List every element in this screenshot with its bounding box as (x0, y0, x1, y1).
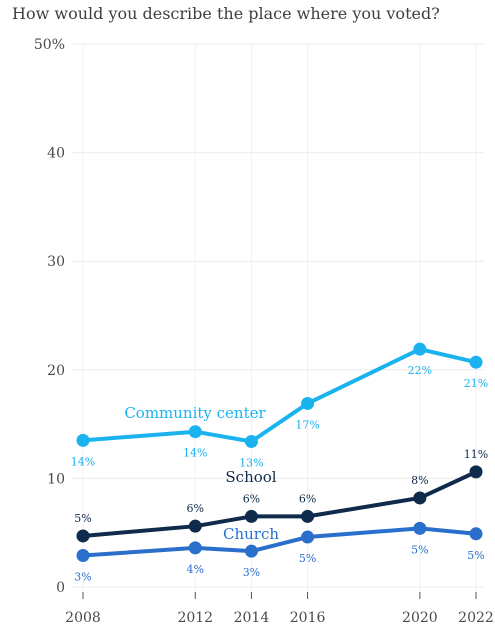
church-point (188, 541, 202, 555)
series-lines (82, 347, 477, 558)
church-data-label: 5% (467, 549, 484, 562)
school-data-label: 8% (411, 474, 428, 487)
church-line (82, 526, 477, 558)
y-axis: 0 10 20 30 40 50% (34, 37, 65, 596)
y-tick-label: 50% (34, 37, 65, 53)
community-center-series-label: Community center (124, 404, 266, 422)
community-center-point (244, 434, 258, 448)
x-tick-label: 2022 (458, 610, 494, 626)
y-tick-label: 40 (47, 146, 65, 162)
y-tick-label: 30 (47, 254, 65, 270)
school-point (188, 519, 202, 533)
x-tick-label: 2014 (234, 610, 270, 626)
school-data-label: 6% (187, 502, 204, 515)
community-center-point (188, 425, 202, 439)
community-center-line (82, 347, 477, 444)
community-center-data-label: 13% (239, 456, 263, 469)
y-tick-label: 0 (56, 580, 65, 596)
school-data-label: 6% (299, 492, 316, 505)
church-point (413, 521, 427, 535)
community-center-data-label: 14% (183, 447, 207, 460)
church-point (301, 530, 315, 544)
church-data-label: 5% (411, 543, 428, 556)
community-center-data-label: 22% (408, 364, 432, 377)
x-tick-label: 2016 (290, 610, 326, 626)
church-point (469, 527, 483, 541)
school-point (469, 465, 483, 479)
school-point (413, 491, 427, 505)
community-center-data-label: 21% (464, 377, 488, 390)
community-center-data-label: 14% (71, 455, 95, 468)
y-tick-label: 20 (47, 363, 65, 379)
y-tick-label: 10 (47, 471, 65, 487)
school-point (76, 529, 90, 543)
school-data-label: 6% (243, 492, 260, 505)
gridlines (72, 43, 484, 599)
school-point (301, 509, 315, 523)
school-data-label: 5% (74, 512, 91, 525)
community-center-point (413, 342, 427, 356)
church-point (244, 544, 258, 558)
x-tick-label: 2020 (402, 610, 438, 626)
school-point (244, 509, 258, 523)
school-data-label: 11% (464, 448, 488, 461)
school-line (82, 470, 477, 538)
series-names: Community center School Church (124, 404, 279, 543)
church-data-label: 3% (243, 566, 260, 579)
x-tick-label: 2008 (65, 610, 101, 626)
series-points (76, 342, 483, 563)
church-data-label: 5% (299, 552, 316, 565)
community-center-point (469, 355, 483, 369)
community-center-point (76, 433, 90, 447)
x-axis: 2008 2012 2014 2016 2020 2022 (65, 592, 494, 626)
x-tick-label: 2012 (177, 610, 213, 626)
chart-title: How would you describe the place where y… (12, 4, 440, 23)
community-center-point (301, 396, 315, 410)
community-center-data-label: 17% (295, 418, 319, 431)
school-series-label: School (225, 468, 276, 486)
church-point (76, 549, 90, 563)
church-data-label: 3% (74, 571, 91, 584)
church-data-label: 4% (187, 563, 204, 576)
data-labels: 14% 14% 13% 17% 22% 21% 5% 6% 6% 6% 8% 11% 3% 4% 3% 5% 5… (71, 364, 488, 583)
church-series-label: Church (223, 525, 279, 543)
